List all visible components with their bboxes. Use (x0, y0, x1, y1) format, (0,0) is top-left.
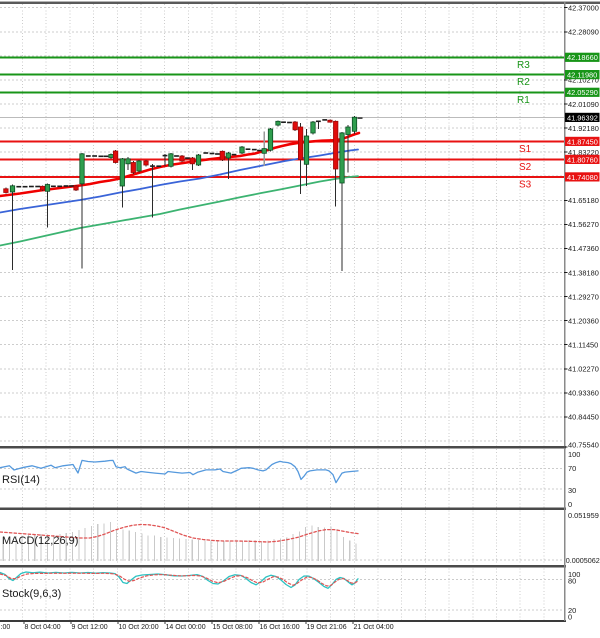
svg-text:100: 100 (568, 570, 580, 579)
svg-text:9 Oct 12:00: 9 Oct 12:00 (72, 624, 108, 631)
svg-text:30: 30 (568, 486, 576, 495)
svg-text:RSI(14): RSI(14) (2, 474, 40, 486)
svg-text:20: 20 (568, 606, 576, 615)
svg-text:21 Oct 04:00: 21 Oct 04:00 (354, 624, 394, 631)
svg-text:80: 80 (568, 577, 576, 586)
svg-text:70: 70 (568, 464, 576, 473)
svg-text:MACD(12,26,9): MACD(12,26,9) (2, 535, 78, 547)
svg-text:0.0005062: 0.0005062 (566, 556, 600, 565)
svg-text:0: 0 (568, 500, 572, 509)
svg-text:41.74080: 41.74080 (567, 173, 598, 182)
svg-text:41.02270: 41.02270 (568, 365, 599, 374)
svg-text:R2: R2 (517, 77, 530, 88)
svg-text:41.56270: 41.56270 (568, 220, 599, 229)
svg-text:41.38180: 41.38180 (568, 268, 599, 277)
svg-text:41.96392: 41.96392 (567, 113, 598, 122)
svg-text:40.84450: 40.84450 (568, 413, 599, 422)
svg-text:16 Oct 16:00: 16 Oct 16:00 (260, 624, 300, 631)
svg-text:41.29270: 41.29270 (568, 292, 599, 301)
svg-text:41.80760: 41.80760 (567, 155, 598, 164)
svg-text:42.18660: 42.18660 (567, 53, 598, 62)
svg-text:100: 100 (568, 450, 580, 459)
svg-text:42.37000: 42.37000 (568, 4, 599, 13)
svg-text:41.11450: 41.11450 (568, 341, 598, 350)
svg-text:S2: S2 (519, 162, 532, 173)
svg-text:41.87450: 41.87450 (567, 137, 598, 146)
svg-text:41.92180: 41.92180 (568, 124, 599, 133)
svg-text::00: :00 (1, 624, 11, 631)
svg-text:42.10270: 42.10270 (568, 76, 599, 85)
svg-text:19 Oct 21:06: 19 Oct 21:06 (307, 624, 347, 631)
svg-text:15 Oct 08:00: 15 Oct 08:00 (213, 624, 253, 631)
svg-text:41.65180: 41.65180 (568, 196, 599, 205)
svg-text:10 Oct 20:00: 10 Oct 20:00 (119, 624, 159, 631)
svg-text:S3: S3 (519, 179, 532, 190)
svg-text:0: 0 (568, 613, 572, 622)
svg-text:41.20360: 41.20360 (568, 316, 599, 325)
svg-text:41.83220: 41.83220 (568, 148, 599, 157)
svg-text:0.051959: 0.051959 (568, 511, 599, 520)
svg-text:42.01090: 42.01090 (568, 100, 599, 109)
svg-text:41.47360: 41.47360 (568, 244, 599, 253)
svg-text:42.28090: 42.28090 (568, 28, 599, 37)
svg-text:R3: R3 (517, 60, 530, 71)
svg-text:40.75540: 40.75540 (568, 440, 599, 449)
svg-text:42.11980: 42.11980 (567, 71, 597, 80)
svg-text:Stock(9,6,3): Stock(9,6,3) (2, 588, 61, 600)
svg-text:R1: R1 (517, 95, 530, 106)
svg-text:42.05290: 42.05290 (567, 88, 598, 97)
svg-text:8 Oct 04:00: 8 Oct 04:00 (25, 624, 61, 631)
svg-text:S1: S1 (519, 144, 532, 155)
svg-text:14 Oct 00:00: 14 Oct 00:00 (166, 624, 206, 631)
svg-text:40.93360: 40.93360 (568, 389, 599, 398)
